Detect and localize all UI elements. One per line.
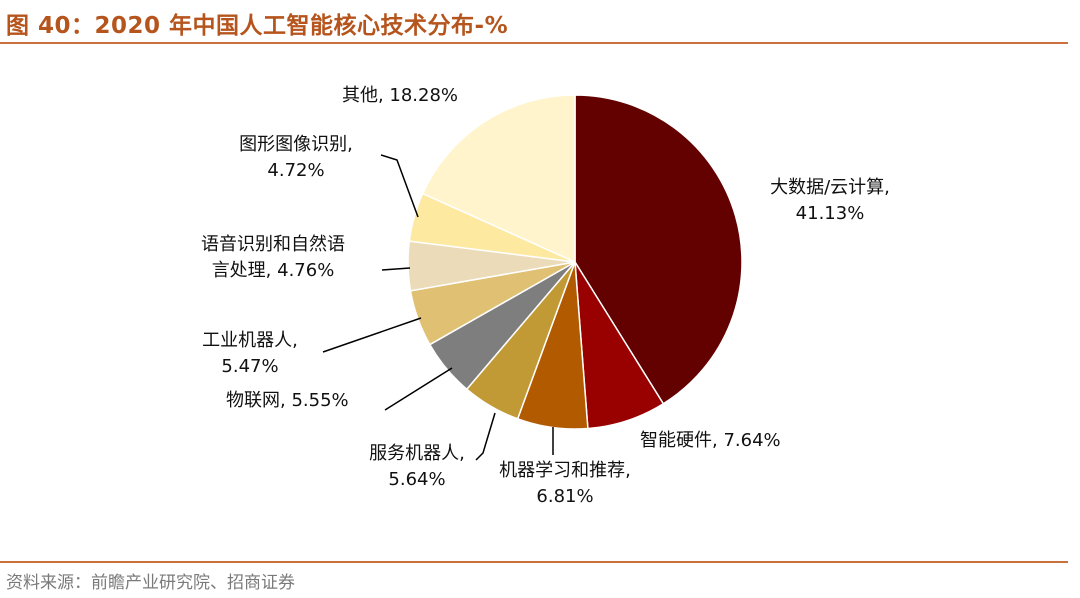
slice-label: 工业机器人, 5.47% — [202, 330, 298, 377]
slice-label: 图形图像识别, 4.72% — [239, 134, 353, 181]
leader-line — [380, 154, 419, 218]
leader-line — [384, 367, 453, 411]
leader-line — [322, 317, 422, 353]
pie-slice — [421, 94, 576, 264]
slice-label: 其他, 18.28% — [342, 85, 458, 106]
chart-title: 图 40：2020 年中国人工智能核心技术分布-% — [6, 13, 509, 39]
slice-label: 服务机器人, 5.64% — [369, 443, 465, 490]
slice-label: 语音识别和自然语言处理, 4.76% — [201, 234, 345, 281]
pie-slice — [574, 94, 743, 405]
title-divider — [0, 42, 1068, 44]
slice-label: 机器学习和推荐, 6.81% — [499, 460, 631, 507]
leader-line — [475, 412, 496, 461]
footer-divider — [0, 561, 1068, 563]
slice-label: 大数据/云计算, 41.13% — [770, 177, 890, 224]
leader-line — [381, 267, 411, 271]
slice-label: 物联网, 5.55% — [226, 390, 349, 411]
slice-label: 智能硬件, 7.64% — [640, 430, 781, 451]
source-note: 资料来源：前瞻产业研究院、招商证券 — [6, 573, 295, 593]
